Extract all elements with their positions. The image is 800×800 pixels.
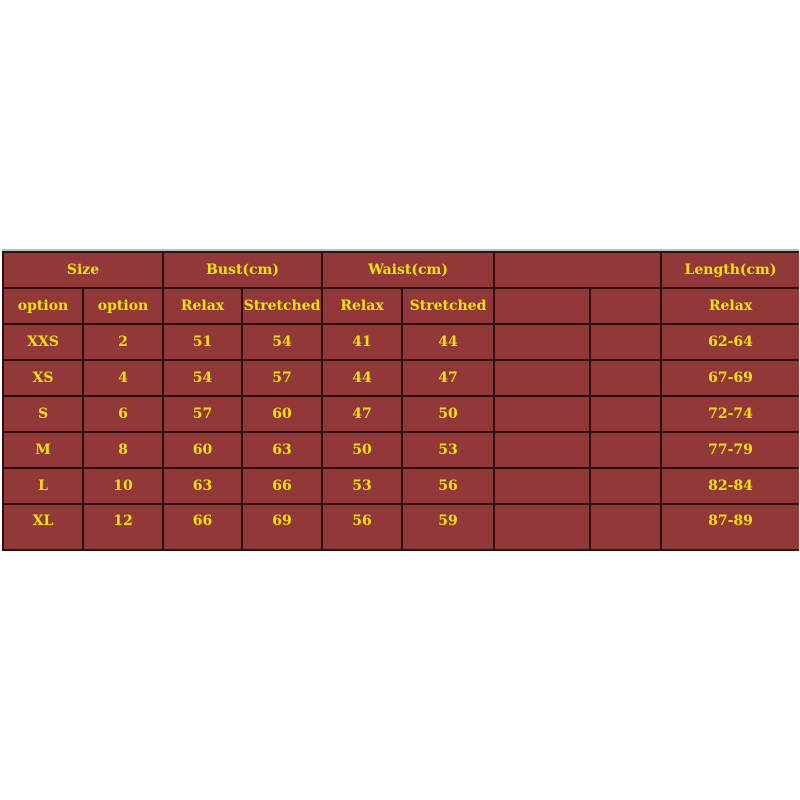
size-chart-table: Size Bust(cm) Waist(cm) Length(cm) optio… [2,251,799,551]
table-cell: 8 [81,431,165,469]
table-cell: 66 [241,467,324,505]
table-row: XS 4 54 57 44 47 67-69 [2,359,799,397]
table-cell: 54 [162,359,244,397]
table-cell: 54 [241,323,324,361]
table-cell: 77-79 [660,431,799,469]
table-cell: 72-74 [660,395,799,433]
table-cell: 4 [81,359,165,397]
table-row: L 10 63 66 53 56 82-84 [2,467,799,505]
size-chart: Size Bust(cm) Waist(cm) Length(cm) optio… [2,249,799,553]
subheader-cell: Stretched [241,287,324,325]
table-cell: 50 [321,431,404,469]
table-cell: 62-64 [660,323,799,361]
header-bust: Bust(cm) [162,251,324,289]
header-length: Length(cm) [660,251,799,289]
table-cell: L [2,467,84,505]
table-cell: 69 [241,503,324,551]
table-cell: 82-84 [660,467,799,505]
table-row: XXS 2 51 54 41 44 62-64 [2,323,799,361]
table-cell: 56 [321,503,404,551]
table-cell: 53 [321,467,404,505]
table-row: S 6 57 60 47 50 72-74 [2,395,799,433]
table-cell: 47 [401,359,496,397]
table-cell: 63 [241,431,324,469]
table-cell: 41 [321,323,404,361]
table-cell: XL [2,503,84,551]
table-cell: 59 [401,503,496,551]
table-cell: 50 [401,395,496,433]
table-cell: 60 [162,431,244,469]
header-row: Size Bust(cm) Waist(cm) Length(cm) [2,251,799,289]
header-waist: Waist(cm) [321,251,496,289]
subheader-cell [493,287,592,325]
table-cell [493,395,592,433]
table-cell: 66 [162,503,244,551]
subheader-cell: option [81,287,165,325]
table-cell [589,467,663,505]
table-cell: 87-89 [660,503,799,551]
table-cell [493,503,592,551]
table-cell: 6 [81,395,165,433]
table-cell: 44 [321,359,404,397]
header-blank [493,251,663,289]
subheader-cell: Stretched [401,287,496,325]
table-cell: 57 [162,395,244,433]
table-cell [589,503,663,551]
table-cell: 67-69 [660,359,799,397]
subheader-cell: Relax [162,287,244,325]
subheader-cell: Relax [660,287,799,325]
header-size: Size [2,251,165,289]
table-cell: 10 [81,467,165,505]
table-cell [589,323,663,361]
table-cell [589,431,663,469]
subheader-row: option option Relax Stretched Relax Stre… [2,287,799,325]
table-cell [493,467,592,505]
table-cell: 51 [162,323,244,361]
table-cell [493,359,592,397]
table-cell [493,431,592,469]
table-cell: 53 [401,431,496,469]
table-cell: 57 [241,359,324,397]
subheader-cell: Relax [321,287,404,325]
table-cell [493,323,592,361]
table-cell: 60 [241,395,324,433]
subheader-cell [589,287,663,325]
table-cell [589,395,663,433]
table-cell: S [2,395,84,433]
table-cell [589,359,663,397]
table-row: M 8 60 63 50 53 77-79 [2,431,799,469]
table-cell: 12 [81,503,165,551]
table-cell: 56 [401,467,496,505]
table-cell: 2 [81,323,165,361]
table-cell: M [2,431,84,469]
table-cell: XXS [2,323,84,361]
table-row: XL 12 66 69 56 59 87-89 [2,503,799,551]
table-cell: XS [2,359,84,397]
table-cell: 47 [321,395,404,433]
subheader-cell: option [2,287,84,325]
table-cell: 44 [401,323,496,361]
table-cell: 63 [162,467,244,505]
